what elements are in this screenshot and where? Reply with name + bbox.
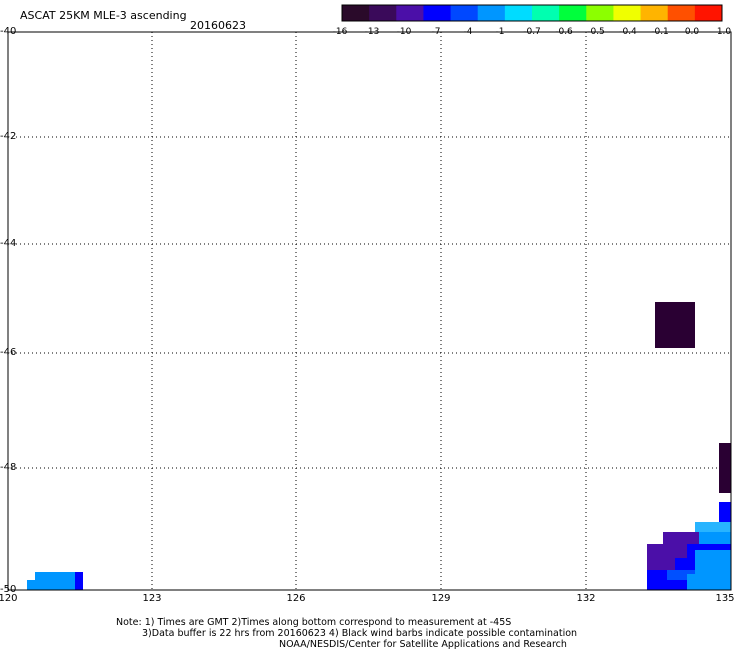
colorbar-swatch [369, 5, 397, 21]
colorbar-label: -16 [332, 27, 348, 37]
map-title: ASCAT 25KM MLE-3 ascending [20, 9, 187, 22]
colorbar-label: -0.5 [587, 27, 605, 37]
colorbar-swatch [450, 5, 479, 21]
note-line-3: NOAA/NESDIS/Center for Satellite Applica… [279, 639, 567, 650]
wind-data-cell [647, 544, 687, 558]
note-line-2: 3)Data buffer is 22 hrs from 20160623 4)… [142, 628, 578, 639]
colorbar-swatch [640, 5, 669, 21]
colorbar-label: -0.1 [651, 27, 669, 37]
colorbar-swatch [613, 5, 642, 21]
wind-data-cell [655, 302, 695, 348]
wind-data-cell [699, 532, 731, 544]
map-frame [7, 31, 732, 591]
colorbar-swatch [559, 5, 587, 21]
wind-data-cell [695, 550, 731, 574]
colorbar-swatch [477, 5, 506, 21]
latitude-label: -46 [0, 347, 17, 358]
wind-data-cell [647, 580, 687, 590]
colorbar-label: -7 [431, 27, 441, 37]
longitude-label: 129 [431, 593, 451, 604]
wind-data-cell [75, 572, 83, 590]
wind-data-cell [663, 532, 699, 544]
latitude-label: -48 [0, 462, 17, 473]
wind-data-cell [719, 502, 731, 522]
colorbar-label: -13 [364, 27, 380, 37]
wind-data-cell [647, 558, 675, 570]
colorbar-label: -1 [495, 27, 505, 37]
latitude-label: -44 [0, 238, 17, 249]
note-line-1: Note: 1) Times are GMT 2)Times along bot… [116, 617, 512, 628]
colorbar-swatch [396, 5, 424, 21]
wind-data-cell [687, 574, 731, 590]
longitude-label: 120 [0, 593, 18, 604]
colorbar-swatch [694, 5, 723, 21]
colorbar-label: -10 [396, 27, 412, 37]
colorbar-label: -0.7 [523, 27, 541, 37]
colorbar-label: -0.4 [619, 27, 637, 37]
wind-data-cell [675, 558, 695, 570]
colorbar-swatch [342, 5, 370, 21]
colorbar-frame [341, 4, 723, 22]
longitude-label: 123 [142, 593, 162, 604]
colorbar-label: -4 [463, 27, 473, 37]
wind-data-cell [647, 570, 667, 580]
wind-data-cell [719, 443, 731, 493]
footer-notes: Note: 1) Times are GMT 2)Times along bot… [116, 617, 577, 650]
wind-data-cell [35, 572, 83, 582]
longitude-label: 126 [286, 593, 306, 604]
longitude-label: 132 [576, 593, 596, 604]
colorbar-swatch [586, 5, 614, 21]
wind-data-cell [667, 570, 695, 580]
colorbar-label: -0.6 [555, 27, 573, 37]
latitude-label: -40 [0, 26, 17, 37]
colorbar-label: 0.0 [684, 27, 700, 37]
colorbar-swatch [423, 5, 452, 21]
latitude-label: -50 [0, 584, 17, 595]
longitude-label: 135 [715, 593, 735, 604]
map-date: 20160623 [190, 19, 246, 32]
colorbar-label: 1.0 [716, 27, 732, 37]
colorbar-swatch [504, 5, 533, 21]
colorbar-swatch [532, 5, 560, 21]
wind-data-cell [695, 522, 731, 532]
colorbar-swatch [667, 5, 696, 21]
latitude-label: -42 [0, 131, 17, 142]
wind-data-cell [27, 580, 83, 590]
colorbar-labels: -16 -13 -10 -7 -4 -1 -0.7 -0.6 -0.5 -0.4 -0.1 0.0 1.… [333, 27, 732, 39]
